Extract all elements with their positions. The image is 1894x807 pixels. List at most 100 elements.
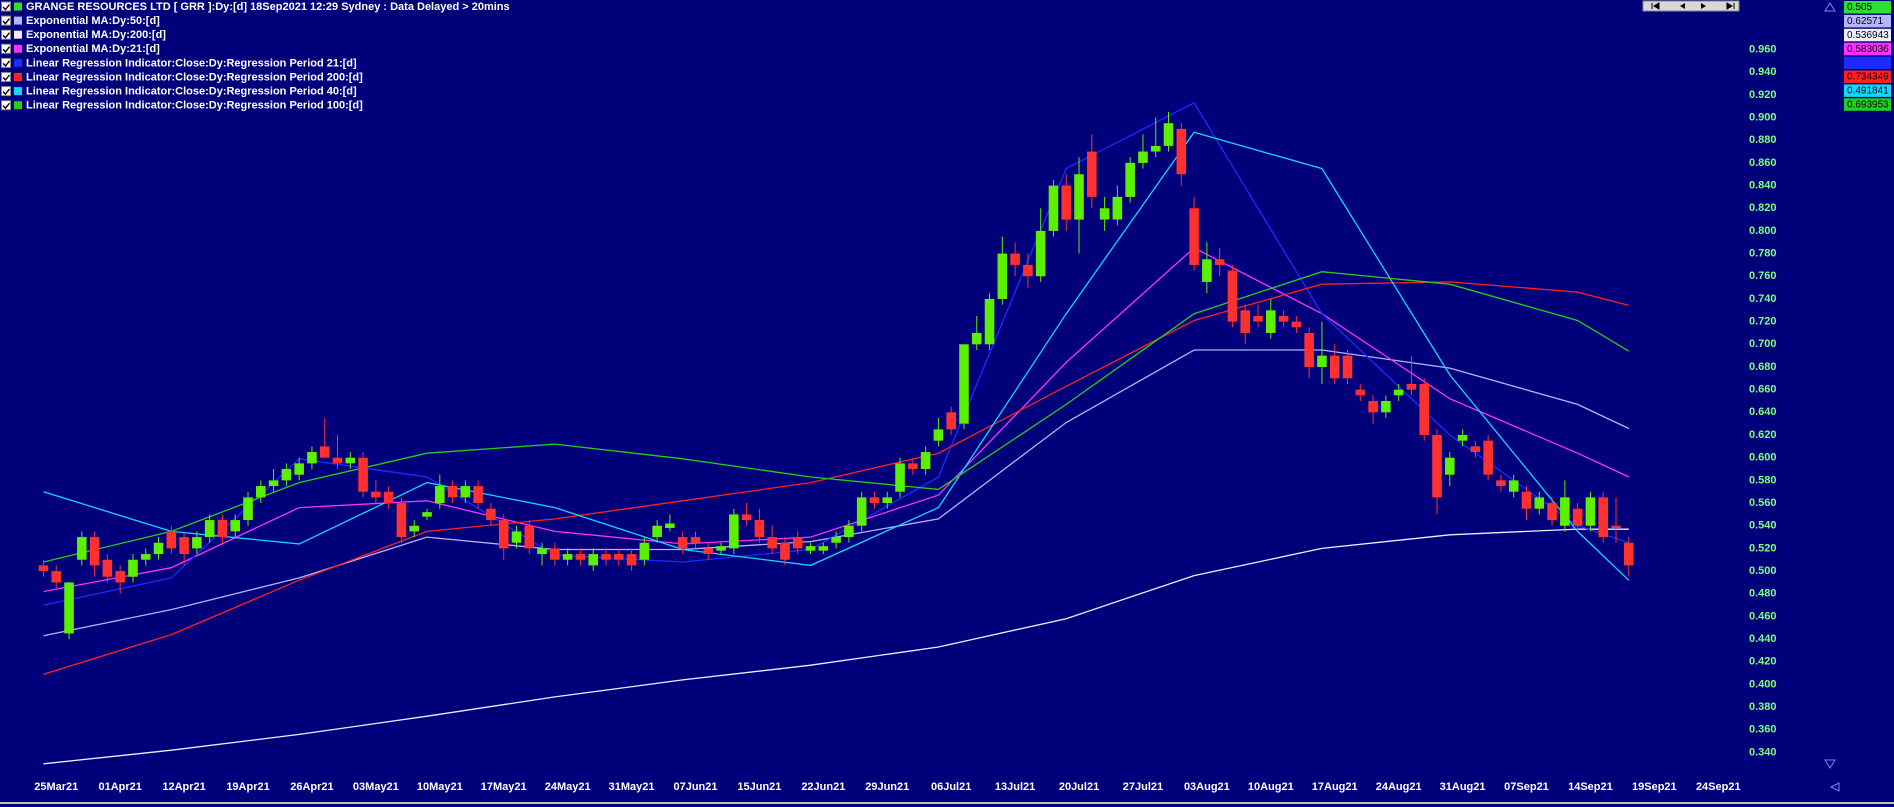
x-tick-label: 26Apr21 bbox=[290, 781, 333, 793]
value-box bbox=[1844, 14, 1891, 28]
x-tick-label: 19Sep21 bbox=[1632, 781, 1677, 793]
y-tick-label: 0.440 bbox=[1749, 633, 1777, 645]
candle-body bbox=[1240, 310, 1251, 333]
nav-last[interactable] bbox=[1726, 2, 1735, 10]
candle-body bbox=[51, 571, 62, 583]
value-box bbox=[1844, 84, 1891, 97]
nav-next[interactable] bbox=[1701, 3, 1706, 9]
legend-label: Exponential MA:Dy:200:[d] bbox=[26, 29, 166, 41]
legend-checkbox[interactable] bbox=[1, 15, 11, 26]
y-tick-label: 0.480 bbox=[1749, 588, 1777, 600]
scroll-right-icon[interactable] bbox=[1829, 782, 1840, 792]
legend-checkbox[interactable] bbox=[1, 100, 11, 111]
candle-body bbox=[1470, 446, 1481, 453]
nav-buttons bbox=[1642, 0, 1740, 12]
x-tick-label: 31May21 bbox=[609, 781, 655, 793]
legend-swatch bbox=[14, 87, 22, 96]
candle-body bbox=[1227, 270, 1238, 322]
candle-body bbox=[869, 497, 880, 504]
value-box bbox=[1844, 28, 1891, 42]
legend-checkbox[interactable] bbox=[1, 1, 11, 12]
candle-body bbox=[1291, 321, 1302, 328]
indicator-line bbox=[43, 528, 1629, 765]
legend-check bbox=[2, 102, 11, 110]
candle-body bbox=[1138, 151, 1148, 163]
scroll-up-icon[interactable] bbox=[1824, 2, 1836, 12]
y-tick-label: 0.340 bbox=[1749, 746, 1777, 758]
value-box bbox=[1844, 1, 1891, 14]
candle-body bbox=[754, 520, 765, 538]
candle-body bbox=[332, 457, 343, 464]
candle-body bbox=[77, 537, 87, 560]
candle-body bbox=[1278, 315, 1289, 322]
value-box bbox=[1844, 98, 1891, 111]
candle-body bbox=[1253, 315, 1263, 322]
legend-check bbox=[2, 88, 11, 96]
candle-body bbox=[217, 520, 228, 538]
lines bbox=[43, 101, 1630, 765]
candle-body bbox=[613, 554, 624, 560]
candle-body bbox=[1150, 145, 1161, 152]
candle-body bbox=[1560, 497, 1570, 526]
candle-body bbox=[524, 525, 535, 549]
legend-swatch bbox=[14, 58, 22, 67]
value-box bbox=[1844, 70, 1891, 83]
candle-body bbox=[677, 537, 688, 549]
candle-body bbox=[1061, 185, 1072, 220]
candle-body bbox=[179, 537, 189, 555]
candle-body bbox=[1521, 491, 1532, 509]
candle-body bbox=[1342, 355, 1353, 379]
x-tick-label: 17May21 bbox=[481, 781, 527, 793]
nav-first[interactable] bbox=[1651, 2, 1660, 10]
scroll-down-icon[interactable] bbox=[1824, 759, 1836, 769]
x-tick-label: 01Apr21 bbox=[98, 781, 141, 793]
candle-body bbox=[1381, 401, 1391, 413]
candle-body bbox=[192, 537, 202, 549]
legend-checkbox[interactable] bbox=[1, 57, 11, 68]
candle-body bbox=[1214, 259, 1225, 265]
legend-checkbox[interactable] bbox=[1, 86, 11, 97]
candle-body bbox=[1048, 185, 1059, 231]
candle-body bbox=[230, 520, 241, 532]
legend-label: Exponential MA:Dy:21:[d] bbox=[26, 43, 160, 55]
y-tick-label: 0.700 bbox=[1749, 338, 1777, 350]
candle-body bbox=[153, 542, 164, 555]
x-tick-label: 24May21 bbox=[545, 781, 591, 793]
x-tick-label: 27Jul21 bbox=[1123, 781, 1163, 793]
x-tick-label: 20Jul21 bbox=[1059, 781, 1099, 793]
candle-body bbox=[792, 537, 803, 549]
candle-body bbox=[1125, 162, 1135, 197]
value-box bbox=[1844, 56, 1891, 70]
candle-body bbox=[665, 523, 675, 528]
legend-label: Linear Regression Indicator:Close:Dy:Reg… bbox=[26, 57, 357, 69]
candle-body bbox=[1010, 253, 1020, 265]
legend-swatch bbox=[14, 73, 22, 81]
legend-check bbox=[2, 32, 11, 39]
nav-prev[interactable] bbox=[1680, 3, 1685, 9]
candle-body bbox=[741, 514, 752, 521]
y-tick-label: 0.640 bbox=[1749, 406, 1777, 418]
candle-body bbox=[626, 554, 637, 566]
candle-body bbox=[115, 571, 125, 583]
y-tick-label: 0.940 bbox=[1749, 66, 1777, 78]
x-tick-label: 19Apr21 bbox=[226, 781, 269, 793]
y-tick-label: 0.820 bbox=[1749, 202, 1777, 214]
legend-label: GRANGE RESOURCES LTD [ GRR ]:Dy:[d] 18Se… bbox=[26, 1, 510, 13]
y-tick-label: 0.760 bbox=[1749, 270, 1777, 282]
candle-body bbox=[383, 491, 394, 504]
candle-body bbox=[1444, 457, 1455, 475]
legend-checkbox[interactable] bbox=[1, 72, 11, 82]
legend-checkbox[interactable] bbox=[1, 29, 11, 40]
indicator-line bbox=[43, 349, 1630, 637]
legend-swatch bbox=[14, 44, 22, 53]
candle-body bbox=[856, 497, 867, 526]
candle-body bbox=[1368, 401, 1378, 413]
legend-checkbox[interactable] bbox=[1, 43, 11, 54]
candle-body bbox=[38, 565, 49, 572]
candle-body bbox=[319, 446, 330, 458]
candle-body bbox=[473, 486, 483, 504]
y-tick-label: 0.520 bbox=[1749, 542, 1777, 554]
